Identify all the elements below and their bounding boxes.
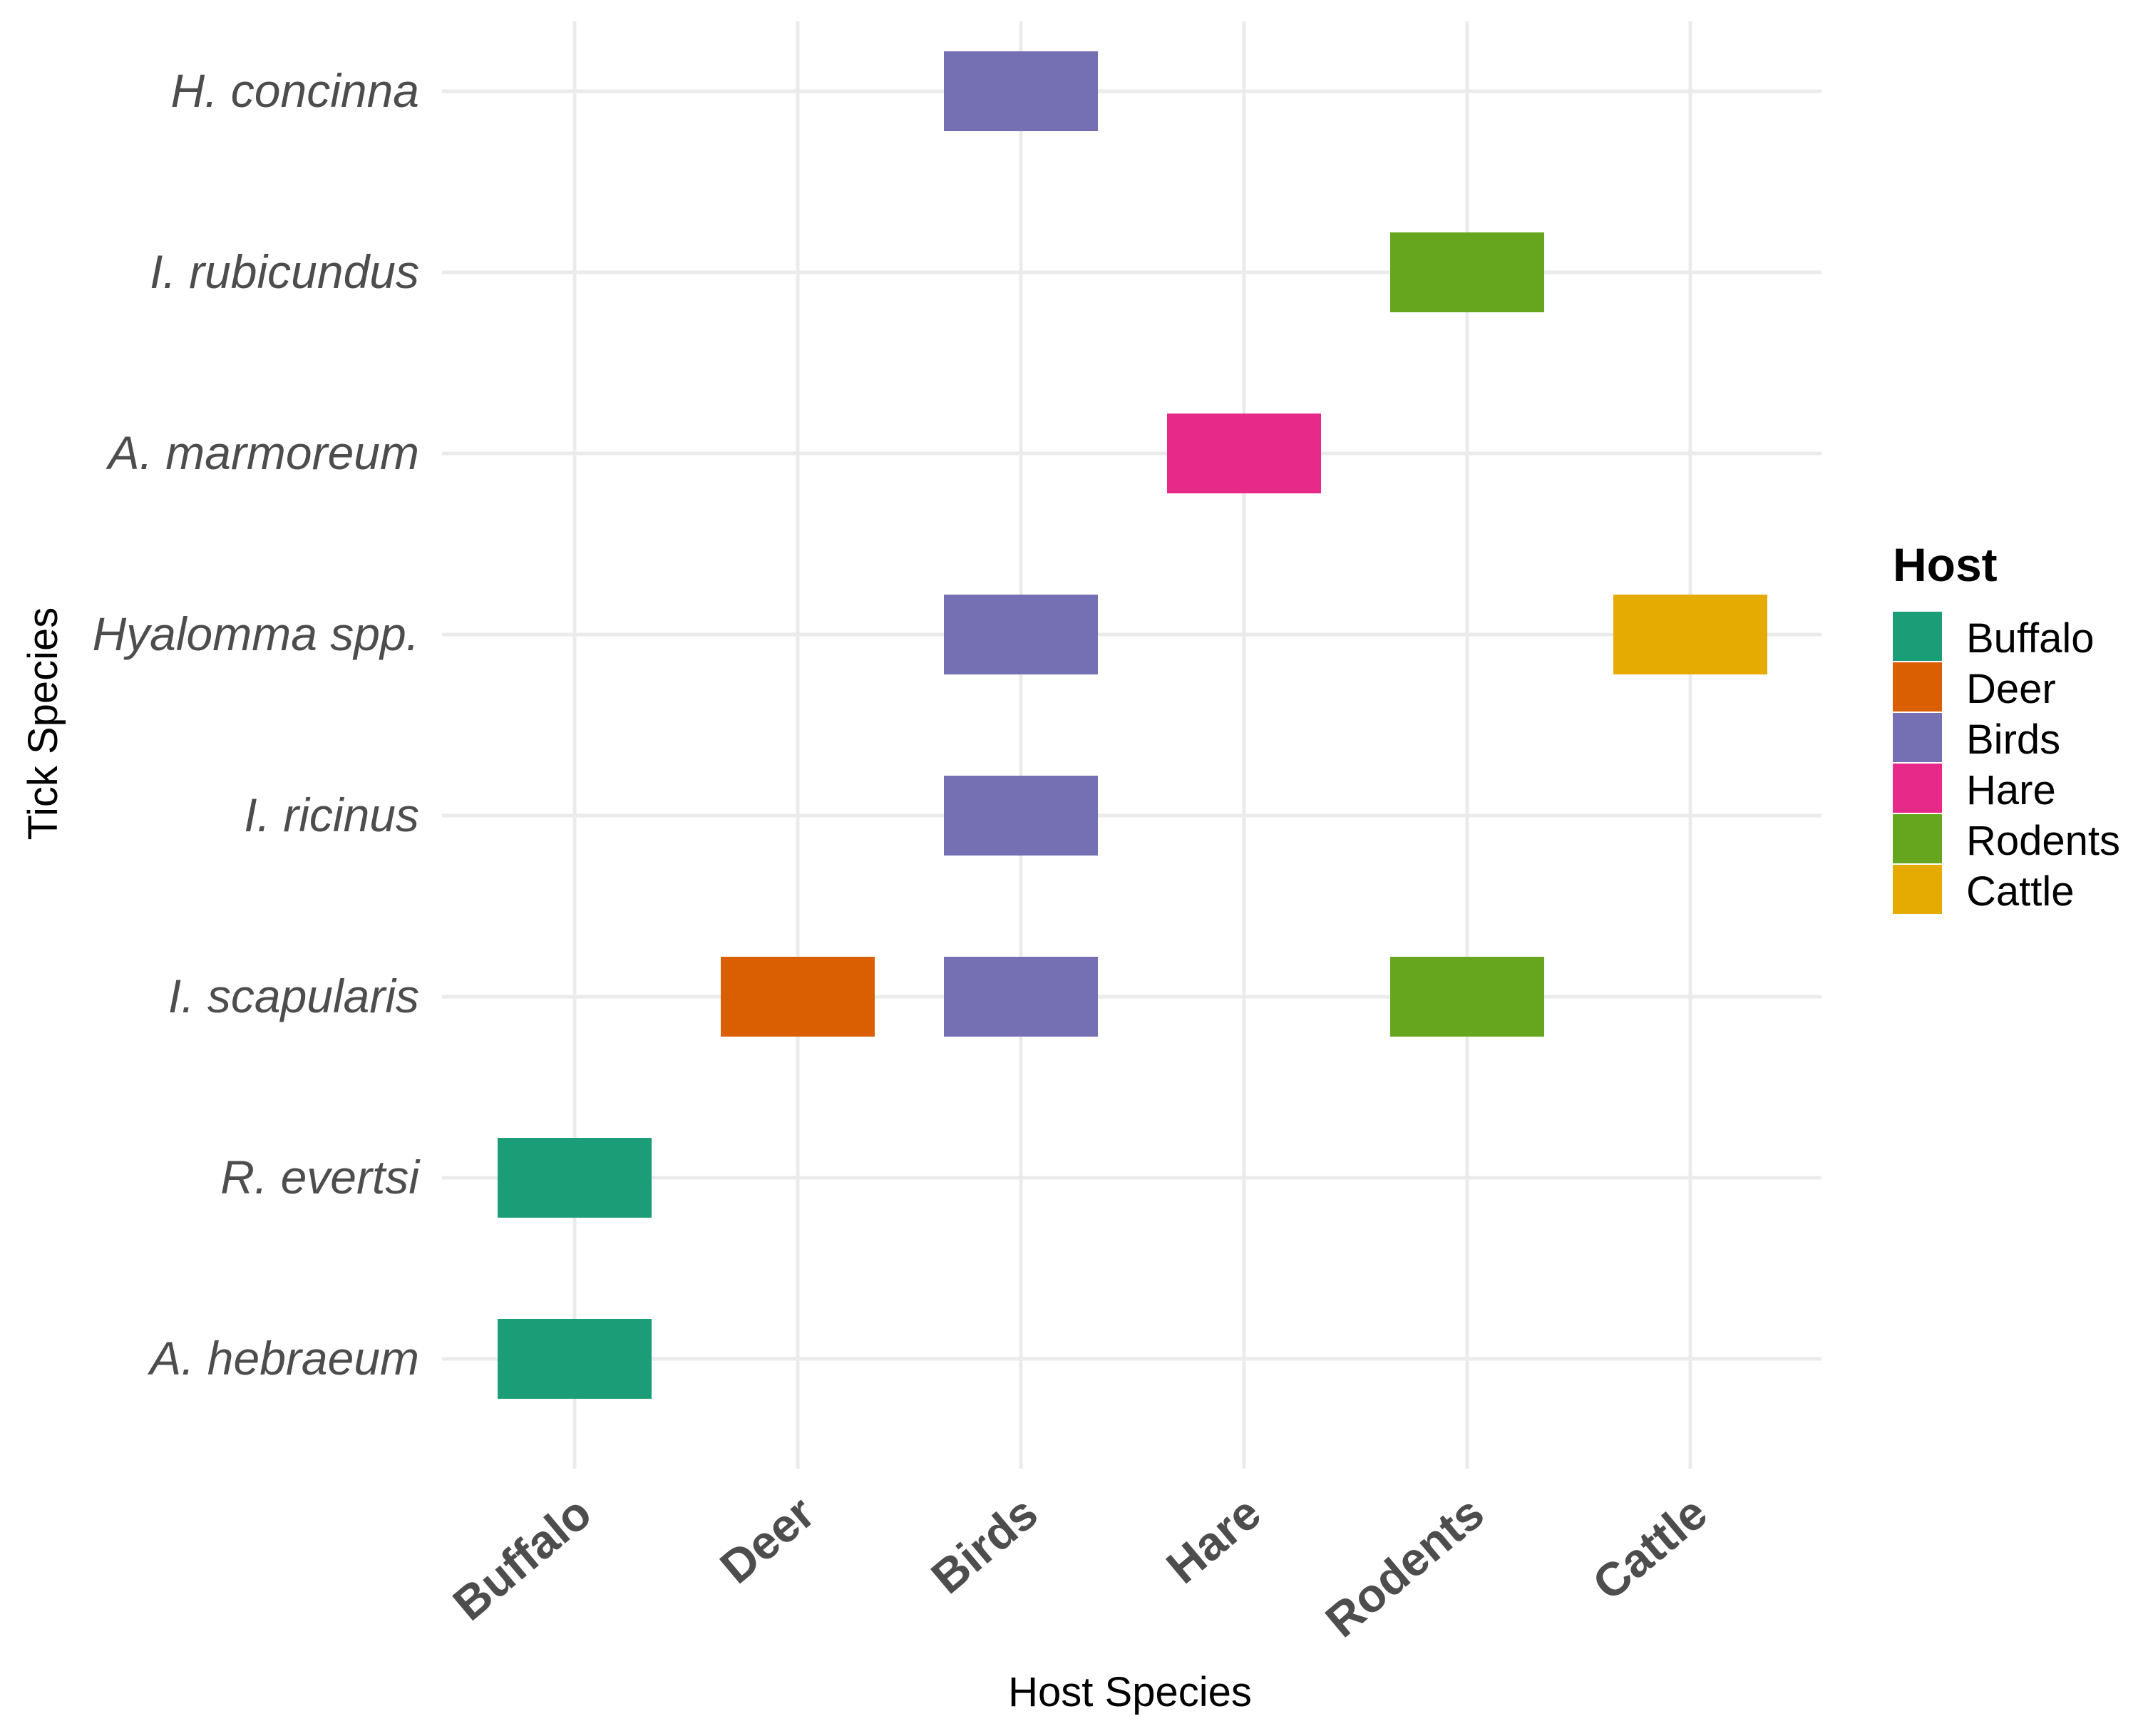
tile-i-scapularis-rodents [1390,957,1544,1037]
legend-title: Host [1893,538,1998,591]
tile-i-scapularis-deer [721,957,875,1037]
tile-i-ricinus-birds [944,776,1098,856]
y-tick-i-rubicundus: I. rubicundus [150,245,419,298]
y-tick-a-marmoreum: A. marmoreum [106,426,419,479]
tile-i-scapularis-birds [944,957,1098,1037]
x-tick-birds: Birds [921,1486,1047,1603]
tiles [498,51,1767,1399]
y-tick-h-concinna: H. concinna [170,64,419,117]
y-tick-i-ricinus: I. ricinus [244,789,419,841]
tile-hyalomma-spp-cattle [1613,595,1767,674]
y-tick-labels: A. hebraeum R. evertsi I. scapularis I. ric… [93,64,421,1385]
x-tick-rodents: Rodents [1315,1486,1494,1647]
legend-label-birds: Birds [1966,717,2060,763]
x-axis-title: Host Species [1008,1669,1252,1715]
legend-swatch-buffalo [1893,612,1942,661]
tile-r-evertsi-buffalo [498,1138,652,1218]
legend-swatch-rodents [1893,814,1942,863]
grid-lines [442,21,1821,1469]
legend-label-deer: Deer [1966,666,2056,712]
tile-a-marmoreum-hare [1167,414,1321,493]
x-tick-deer: Deer [710,1486,824,1593]
y-axis-title: Tick Species [20,607,66,841]
y-tick-r-evertsi: R. evertsi [220,1151,421,1203]
legend-label-cattle: Cattle [1966,868,2075,915]
legend-swatch-cattle [1893,865,1942,914]
x-tick-buffalo: Buffalo [443,1486,601,1630]
tile-a-hebraeum-buffalo [498,1319,652,1399]
y-tick-a-hebraeum: A. hebraeum [147,1332,419,1385]
tile-h-concinna-birds [944,51,1098,131]
legend-swatch-deer [1893,662,1942,712]
tile-i-rubicundus-rodents [1390,232,1544,312]
y-tick-hyalomma-spp: Hyalomma spp. [93,607,420,660]
x-tick-hare: Hare [1156,1486,1270,1593]
legend-label-buffalo: Buffalo [1966,615,2095,662]
legend-label-hare: Hare [1966,767,2056,813]
legend-swatch-birds [1893,713,1942,762]
legend-swatch-hare [1893,764,1942,813]
x-tick-labels: Buffalo Deer Birds Hare Rodents Cattle [443,1486,1717,1647]
legend-label-rodents: Rodents [1966,818,2120,864]
x-tick-cattle: Cattle [1583,1486,1717,1611]
tile-hyalomma-spp-birds [944,595,1098,674]
y-tick-i-scapularis: I. scapularis [168,970,419,1022]
